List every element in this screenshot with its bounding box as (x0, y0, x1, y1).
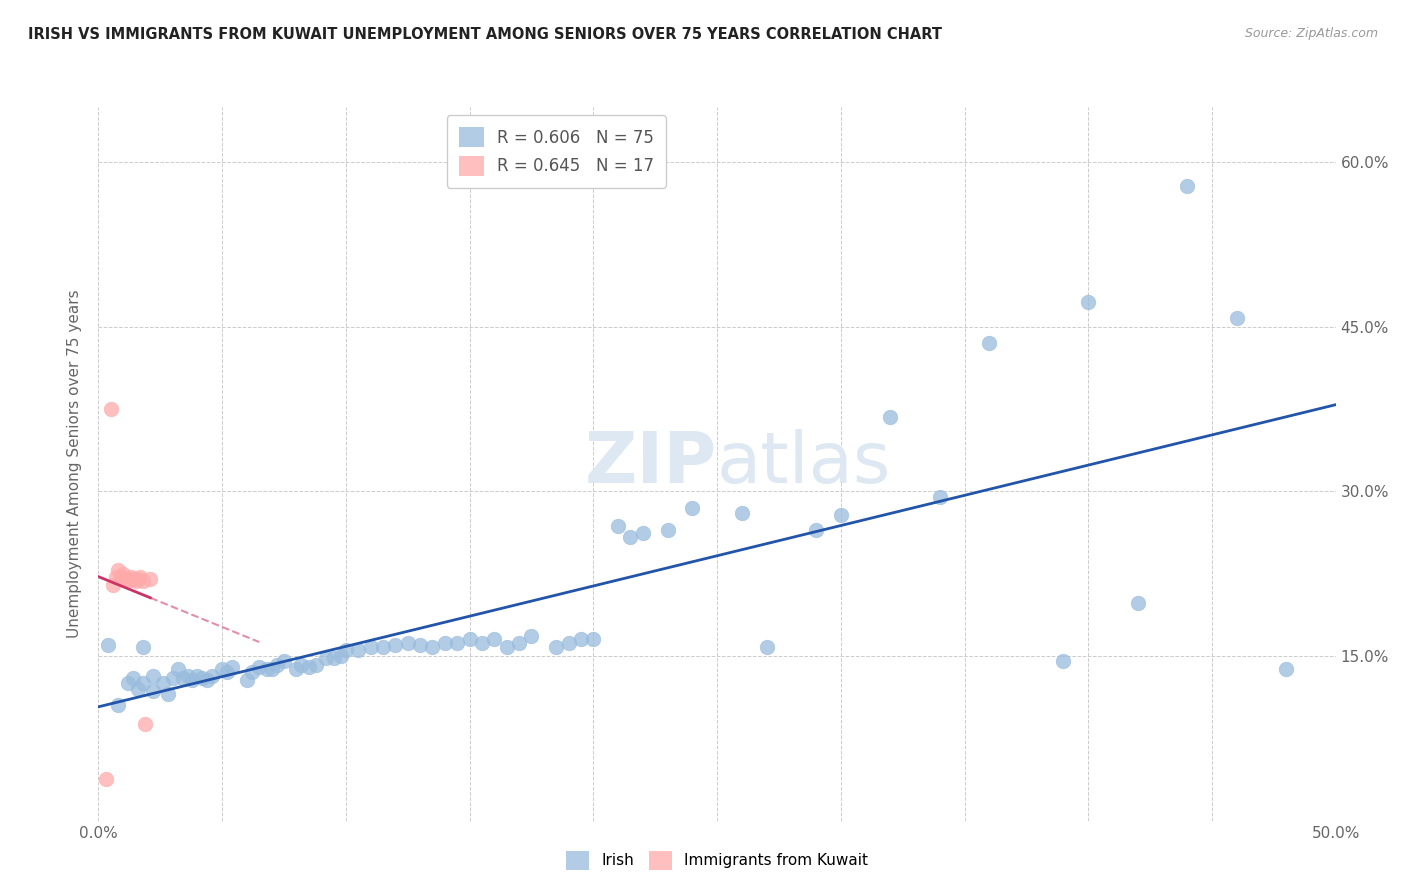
Point (156, 687, 179, 701)
Point (152, 676, 174, 690)
Point (1126, 596, 1149, 610)
Point (582, 632, 605, 647)
Point (1275, 662, 1298, 676)
Point (186, 669, 208, 683)
Point (508, 636, 530, 650)
Point (360, 640, 382, 655)
Point (260, 662, 283, 676)
Point (657, 523, 679, 537)
Point (422, 640, 444, 655)
Point (132, 574, 155, 589)
Point (132, 676, 155, 690)
Point (928, 490, 950, 504)
Point (195, 673, 218, 687)
Point (384, 638, 406, 652)
Point (315, 651, 337, 665)
Point (172, 671, 194, 685)
Point (731, 506, 754, 520)
Point (122, 671, 145, 685)
Point (142, 669, 165, 683)
Point (329, 648, 352, 663)
Point (129, 570, 152, 584)
Point (176, 669, 198, 683)
Point (107, 563, 129, 577)
Point (396, 636, 419, 650)
Point (132, 640, 155, 655)
Point (471, 636, 494, 650)
Point (305, 657, 328, 672)
Point (110, 570, 132, 584)
Point (681, 500, 703, 515)
Text: atlas: atlas (717, 429, 891, 499)
Point (181, 673, 204, 687)
Point (127, 572, 149, 586)
Point (217, 665, 239, 680)
Point (285, 662, 308, 676)
Point (127, 681, 149, 696)
Point (484, 632, 506, 647)
Point (103, 577, 125, 591)
Point (1226, 310, 1249, 325)
Point (142, 684, 165, 698)
Point (290, 657, 312, 672)
Point (139, 572, 162, 586)
Point (201, 669, 224, 683)
Point (520, 629, 543, 643)
Point (166, 662, 188, 676)
Point (162, 671, 184, 685)
Point (1052, 655, 1074, 669)
Point (211, 662, 233, 676)
Point (104, 570, 127, 584)
Point (631, 526, 654, 541)
Point (804, 523, 827, 537)
Text: IRISH VS IMMIGRANTS FROM KUWAIT UNEMPLOYMENT AMONG SENIORS OVER 75 YEARS CORRELA: IRISH VS IMMIGRANTS FROM KUWAIT UNEMPLOY… (28, 27, 942, 42)
Point (607, 519, 630, 533)
Point (979, 336, 1001, 351)
Point (107, 698, 129, 713)
Point (335, 643, 357, 657)
Point (755, 640, 778, 655)
Point (266, 657, 288, 672)
Point (322, 651, 344, 665)
Point (114, 572, 136, 586)
Point (495, 640, 517, 655)
Y-axis label: Unemployment Among Seniors over 75 years: Unemployment Among Seniors over 75 years (67, 290, 83, 638)
Point (117, 574, 139, 589)
Point (433, 636, 456, 650)
Point (124, 574, 146, 589)
Point (117, 676, 139, 690)
Point (256, 662, 278, 676)
Point (247, 660, 270, 674)
Point (191, 671, 214, 685)
Text: Source: ZipAtlas.com: Source: ZipAtlas.com (1244, 27, 1378, 40)
Point (1077, 295, 1099, 310)
Point (97, 638, 120, 652)
Text: ZIP: ZIP (585, 429, 717, 499)
Point (112, 566, 135, 581)
Point (122, 572, 145, 586)
Point (409, 638, 432, 652)
Point (879, 409, 901, 424)
Point (100, 401, 122, 416)
Point (830, 508, 852, 523)
Point (298, 660, 321, 674)
Legend: Irish, Immigrants from Kuwait: Irish, Immigrants from Kuwait (558, 843, 876, 877)
Point (134, 717, 156, 731)
Point (557, 636, 579, 650)
Point (347, 643, 370, 657)
Point (94, 772, 117, 786)
Point (458, 632, 481, 647)
Point (221, 660, 243, 674)
Point (236, 673, 259, 687)
Point (619, 530, 641, 544)
Point (446, 636, 468, 650)
Point (273, 655, 295, 669)
Point (546, 640, 568, 655)
Point (1175, 179, 1198, 194)
Point (240, 665, 263, 680)
Point (371, 640, 394, 655)
Point (569, 632, 592, 647)
Point (120, 570, 142, 584)
